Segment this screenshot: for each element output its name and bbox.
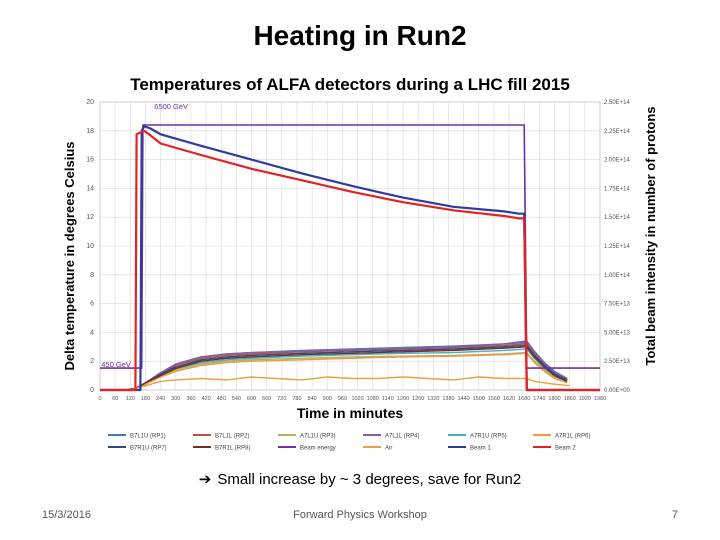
footer-date: 15/3/2016 bbox=[42, 509, 91, 521]
x-tick-label: 1620 bbox=[503, 396, 515, 402]
x-tick-label: 1440 bbox=[458, 396, 470, 402]
y2-tick-label: 7.50E+13 bbox=[604, 302, 631, 308]
x-tick-label: 300 bbox=[171, 396, 180, 402]
temperature-chart: Temperatures of ALFA detectors during a … bbox=[62, 75, 658, 452]
x-tick-label: 720 bbox=[277, 396, 286, 402]
y-tick-label: 0 bbox=[90, 387, 94, 394]
y2-tick-label: 2.25E+14 bbox=[604, 129, 631, 135]
legend-label: Beam 1 bbox=[470, 446, 491, 452]
chart-title: Temperatures of ALFA detectors during a … bbox=[130, 75, 570, 94]
y-tick-label: 16 bbox=[86, 157, 94, 164]
y-tick-label: 6 bbox=[90, 301, 94, 308]
y2-axis-label: Total beam intensity in number of proton… bbox=[643, 106, 658, 365]
y-tick-label: 2 bbox=[90, 358, 94, 365]
legend-label: Beam energy bbox=[300, 446, 336, 452]
x-tick-label: 1860 bbox=[564, 396, 576, 402]
y2-tick-label: 1.50E+14 bbox=[604, 215, 631, 221]
legend-label: Air bbox=[385, 446, 392, 452]
footer-event: Forward Physics Workshop bbox=[293, 509, 427, 521]
legend-label: A7R1U (RP5) bbox=[470, 434, 507, 440]
y2-tick-label: 2.50E+14 bbox=[604, 100, 631, 106]
x-tick-label: 0 bbox=[98, 396, 101, 402]
x-tick-label: 960 bbox=[338, 396, 347, 402]
x-tick-label: 840 bbox=[308, 396, 317, 402]
series-line-b7r1l-rp8 bbox=[100, 346, 568, 391]
series-line-beam-1 bbox=[100, 125, 600, 392]
legend-label: B7R1L (RP8) bbox=[215, 446, 250, 452]
series-line-a7r1l-rp6 bbox=[100, 352, 568, 391]
y-tick-label: 18 bbox=[86, 128, 94, 135]
y2-tick-label: 0.00E+00 bbox=[604, 388, 631, 394]
x-tick-label: 1320 bbox=[427, 396, 439, 402]
x-tick-label: 240 bbox=[156, 396, 165, 402]
arrow-icon: ➔ bbox=[198, 471, 212, 488]
legend-label: A7L1L (RP4) bbox=[385, 434, 419, 440]
x-tick-label: 900 bbox=[323, 396, 332, 402]
x-tick-label: 480 bbox=[217, 396, 226, 402]
annotation-injection-energy: 450 GeV bbox=[101, 360, 131, 369]
y-tick-label: 10 bbox=[86, 243, 94, 250]
x-tick-label: 660 bbox=[262, 396, 271, 402]
y-tick-label: 12 bbox=[86, 214, 94, 221]
slide-title: Heating in Run2 bbox=[253, 20, 467, 51]
y2-tick-label: 1.75E+14 bbox=[604, 186, 631, 192]
x-tick-label: 1200 bbox=[397, 396, 409, 402]
x-tick-label: 1740 bbox=[533, 396, 545, 402]
x-tick-label: 780 bbox=[292, 396, 301, 402]
y2-tick-label: 1.25E+14 bbox=[604, 244, 631, 250]
series-line-beam-2 bbox=[100, 129, 600, 392]
x-tick-label: 1080 bbox=[367, 396, 379, 402]
x-tick-label: 60 bbox=[112, 396, 118, 402]
x-tick-label: 120 bbox=[126, 396, 135, 402]
x-tick-label: 600 bbox=[247, 396, 256, 402]
y-axis-label: Delta temperature in degrees Celsius bbox=[62, 141, 77, 370]
x-axis-label: Time in minutes bbox=[297, 405, 404, 421]
y-tick-label: 4 bbox=[90, 329, 94, 336]
y-tick-label: 20 bbox=[86, 99, 94, 106]
x-tick-label: 180 bbox=[141, 396, 150, 402]
legend-label: A7R1L (RP6) bbox=[555, 434, 590, 440]
legend-label: A7L1U (RP3) bbox=[300, 434, 336, 440]
x-tick-label: 1140 bbox=[382, 396, 394, 402]
y-tick-label: 14 bbox=[86, 185, 94, 192]
x-tick-label: 420 bbox=[201, 396, 210, 402]
y2-tick-label: 5.00E+13 bbox=[604, 330, 631, 336]
series-line-beam-energy bbox=[100, 124, 600, 369]
legend-label: B7L1U (RP1) bbox=[130, 434, 166, 440]
x-tick-label: 540 bbox=[232, 396, 241, 402]
x-tick-label: 1560 bbox=[488, 396, 500, 402]
x-tick-label: 1680 bbox=[518, 396, 530, 402]
x-tick-label: 1260 bbox=[412, 396, 424, 402]
x-tick-label: 1800 bbox=[548, 396, 560, 402]
y2-tick-label: 1.00E+14 bbox=[604, 273, 631, 279]
annotation-high-energy: 6500 GeV bbox=[154, 102, 188, 111]
series-line-air bbox=[100, 376, 570, 391]
x-tick-label: 1920 bbox=[579, 396, 591, 402]
legend-label: B7R1U (RP7) bbox=[130, 446, 167, 452]
y2-tick-label: 2.50E+13 bbox=[604, 359, 631, 365]
legend-label: B7L1L (RP2) bbox=[215, 434, 249, 440]
legend-label: Beam 2 bbox=[555, 446, 576, 452]
conclusion-text: Small increase by ~ 3 degrees, save for … bbox=[217, 471, 522, 488]
y-tick-label: 8 bbox=[90, 272, 94, 279]
conclusion-note: ➔ Small increase by ~ 3 degrees, save for… bbox=[0, 470, 720, 488]
y2-tick-label: 2.00E+14 bbox=[604, 158, 631, 164]
x-tick-label: 1980 bbox=[594, 396, 606, 402]
x-tick-label: 1500 bbox=[473, 396, 485, 402]
x-tick-label: 1380 bbox=[442, 396, 454, 402]
x-tick-label: 1020 bbox=[351, 396, 363, 402]
x-tick-label: 360 bbox=[186, 396, 195, 402]
page-number: 7 bbox=[671, 509, 678, 521]
